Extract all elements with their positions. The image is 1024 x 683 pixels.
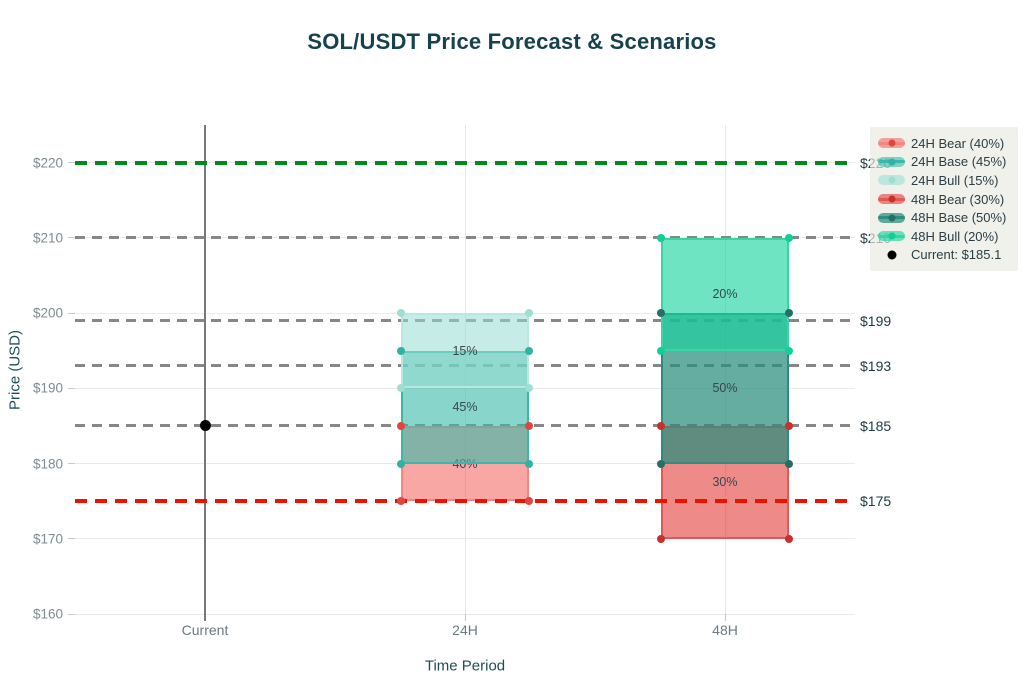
- x-tick-mark: [464, 614, 466, 621]
- band-marker: [397, 346, 405, 355]
- band-marker: [525, 384, 533, 393]
- band-marker: [397, 497, 405, 506]
- level-line-220: [75, 160, 855, 165]
- current-dot-icon: [887, 250, 896, 260]
- band-marker: [397, 384, 405, 393]
- marker-dot-icon: [888, 232, 895, 240]
- y-tick-label: $180: [32, 456, 63, 472]
- band-marker: [397, 459, 405, 468]
- chart-title: SOL/USDT Price Forecast & Scenarios: [307, 29, 717, 54]
- legend-swatch-icon: [878, 230, 905, 242]
- marker-dot-icon: [888, 158, 895, 166]
- legend-item-label: 24H Bull (15%): [911, 172, 999, 188]
- band-marker: [785, 309, 793, 318]
- y-tick-mark: [68, 463, 75, 465]
- band-marker: [657, 309, 665, 318]
- band-marker: [525, 459, 533, 468]
- band-marker: [657, 233, 665, 242]
- band-marker: [657, 346, 665, 355]
- band-marker: [785, 346, 793, 355]
- level-label-193: $193: [860, 357, 892, 374]
- current-time-line: [204, 125, 206, 621]
- y-axis-title: Price (USD): [6, 329, 24, 411]
- legend-item-label: 24H Bear (40%): [911, 135, 1005, 151]
- probability-label-48h-bull-20: 20%: [712, 287, 738, 302]
- legend-item-24h-bull-15[interactable]: 24H Bull (15%): [878, 171, 1012, 190]
- y-tick-mark: [68, 237, 75, 239]
- band-marker: [657, 459, 665, 468]
- band-marker: [657, 534, 665, 543]
- legend-swatch-icon: [878, 193, 905, 205]
- band-marker: [397, 421, 405, 430]
- legend: 24H Bear (40%) 24H Base (45%) 24H Bull (15…: [870, 127, 1018, 272]
- x-axis-title: Time Period: [424, 657, 506, 675]
- y-tick-label: $190: [32, 380, 63, 396]
- legend-item-label: 48H Base (50%): [911, 210, 1007, 226]
- legend-swatch-icon: [878, 156, 905, 168]
- band-marker: [397, 309, 405, 318]
- legend-item-label: Current: $185.1: [911, 247, 1002, 263]
- probability-label-48h-bear-30: 30%: [712, 475, 738, 490]
- probability-label-24h-bull-15: 15%: [452, 343, 478, 358]
- y-tick-label: $160: [32, 606, 63, 622]
- legend-swatch-icon: [878, 137, 905, 149]
- legend-item-label: 48H Bull (20%): [911, 228, 999, 244]
- marker-dot-icon: [888, 139, 895, 147]
- band-marker: [785, 534, 793, 543]
- legend-swatch-icon: [878, 174, 905, 186]
- current-price-dot: [199, 419, 211, 431]
- probability-label-48h-base-50: 50%: [712, 381, 738, 396]
- band-marker: [525, 309, 533, 318]
- band-marker: [525, 497, 533, 506]
- y-tick-mark: [68, 613, 75, 615]
- band-marker: [525, 421, 533, 430]
- y-tick-label: $200: [32, 305, 63, 321]
- x-tick-label-48h: 48H: [712, 622, 738, 638]
- level-line-210: [75, 236, 855, 240]
- level-line-175: [75, 499, 855, 504]
- legend-item-48h-base-50[interactable]: 48H Base (50%): [878, 208, 1012, 227]
- legend-item-24h-base-45[interactable]: 24H Base (45%): [878, 153, 1012, 172]
- y-tick-mark: [68, 162, 75, 164]
- x-tick-mark: [724, 614, 726, 621]
- band-marker: [785, 459, 793, 468]
- y-tick-mark: [68, 312, 75, 314]
- legend-item-48h-bull-20[interactable]: 48H Bull (20%): [878, 227, 1012, 246]
- level-label-185: $185: [860, 417, 892, 434]
- level-label-199: $199: [860, 312, 892, 329]
- y-tick-label: $220: [32, 155, 63, 171]
- y-tick-mark: [68, 387, 75, 389]
- scenario-band-48h-bull-20[interactable]: [661, 237, 789, 351]
- y-tick-mark: [68, 538, 75, 540]
- legend-item-current-185-1[interactable]: Current: $185.1: [878, 246, 1012, 265]
- probability-label-24h-base-45: 45%: [452, 400, 478, 415]
- marker-dot-icon: [888, 176, 895, 184]
- y-tick-label: $210: [32, 230, 63, 246]
- plot-area[interactable]: $160 $170 $180 $190 $200 $210 $220 Current 24H 48…: [33, 125, 891, 638]
- legend-item-24h-bear-40[interactable]: 24H Bear (40%): [878, 134, 1012, 153]
- y-tick-label: $170: [32, 531, 63, 547]
- legend-item-label: 24H Base (45%): [911, 154, 1007, 170]
- marker-dot-icon: [888, 195, 895, 203]
- legend-swatch-icon: [878, 212, 905, 224]
- legend-swatch-icon: [878, 249, 905, 261]
- band-marker: [785, 233, 793, 242]
- marker-dot-icon: [888, 214, 895, 222]
- legend-item-48h-bear-30[interactable]: 48H Bear (30%): [878, 190, 1012, 209]
- band-marker: [785, 421, 793, 430]
- band-marker: [657, 421, 665, 430]
- legend-item-label: 48H Bear (30%): [911, 191, 1005, 207]
- x-tick-label-current: Current: [181, 622, 229, 638]
- scenario-band-24h-bull-15[interactable]: [401, 313, 529, 389]
- band-marker: [525, 346, 533, 355]
- x-tick-label-24h: 24H: [452, 622, 478, 638]
- level-label-175: $175: [860, 493, 892, 510]
